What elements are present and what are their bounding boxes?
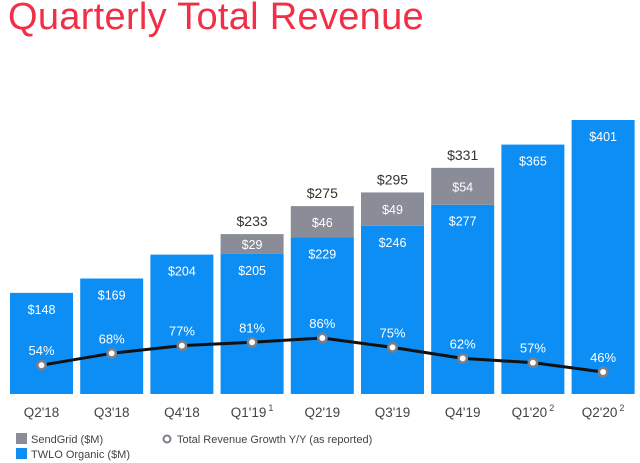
- growth-value-label: 75%: [379, 325, 405, 340]
- organic-value-label: $401: [589, 130, 617, 144]
- x-tick-label: Q4'19: [445, 405, 481, 420]
- bars-layer: [10, 120, 635, 394]
- growth-value-label: 81%: [239, 320, 265, 335]
- growth-point: [246, 336, 258, 348]
- bar-sendgrid-5: [361, 192, 424, 226]
- organic-value-label: $365: [519, 155, 547, 169]
- bar-organic-8: [571, 120, 635, 394]
- bar-organic-0: [10, 292, 73, 394]
- growth-value-label: 68%: [99, 331, 125, 346]
- tick-superscript: 2: [549, 403, 554, 413]
- growth-value-label: 54%: [28, 343, 54, 358]
- growth-value-label: 86%: [309, 316, 335, 331]
- legend-marker-growth: [162, 434, 172, 444]
- tick-superscript: 2: [619, 403, 624, 413]
- sendgrid-value-label: $54: [452, 180, 473, 194]
- total-value-label: $295: [377, 171, 408, 187]
- bar-organic-2: [150, 254, 214, 394]
- x-tick-label: Q1'20 2: [512, 403, 555, 420]
- legend-label-organic: TWLO Organic ($M): [31, 449, 130, 461]
- growth-point: [316, 332, 328, 344]
- x-tick-label: Q2'18: [24, 405, 60, 420]
- bar-organic-5: [361, 225, 424, 394]
- x-tick-label: Q2'19: [304, 405, 340, 420]
- legend-swatch-organic: [16, 448, 27, 459]
- x-tick-label: Q3'19: [375, 405, 411, 420]
- bar-sendgrid-4: [290, 206, 354, 238]
- growth-value-label: 77%: [169, 324, 195, 339]
- legend: SendGrid ($M) TWLO Organic ($M) Total Reve…: [16, 433, 372, 461]
- growth-point: [387, 341, 398, 353]
- growth-value-label: 57%: [520, 341, 546, 356]
- bar-organic-1: [80, 278, 144, 394]
- bar-organic-6: [431, 204, 495, 394]
- bar-organic-4: [290, 237, 354, 394]
- sendgrid-value-label: $46: [312, 216, 333, 230]
- legend-label-growth: Total Revenue Growth Y/Y (as reported): [177, 434, 372, 446]
- growth-value-label: 62%: [450, 336, 476, 351]
- bar-organic-7: [501, 144, 565, 394]
- organic-value-label: $169: [98, 289, 126, 303]
- growth-point: [597, 366, 609, 378]
- growth-line-layer: [36, 332, 609, 378]
- growth-point: [176, 340, 188, 352]
- bar-sendgrid-3: [220, 234, 284, 254]
- tick-superscript: 1: [268, 403, 273, 413]
- total-value-label: $331: [447, 147, 478, 163]
- x-tick-label: Q3'18: [94, 405, 130, 420]
- growth-point: [36, 359, 47, 371]
- bar-organic-3: [220, 253, 284, 394]
- x-tick-label: Q4'18: [164, 405, 200, 420]
- growth-value-label: 46%: [590, 350, 616, 365]
- chart-title: Quarterly Total Revenue: [8, 0, 424, 38]
- organic-value-label: $229: [308, 248, 336, 262]
- labels-layer: $148 54% $169 68% $204 77% $29 $205 $233 81% $46 $2…: [28, 130, 617, 365]
- growth-point: [457, 352, 469, 364]
- legend-swatch-sendgrid: [16, 433, 27, 444]
- sendgrid-value-label: $49: [382, 203, 403, 217]
- bar-sendgrid-6: [431, 167, 495, 205]
- growth-point: [527, 357, 539, 369]
- growth-point: [106, 347, 118, 359]
- legend-label-sendgrid: SendGrid ($M): [31, 434, 103, 446]
- organic-value-label: $204: [168, 265, 196, 279]
- sendgrid-value-label: $29: [242, 238, 263, 252]
- organic-value-label: $205: [238, 264, 266, 278]
- organic-value-label: $246: [379, 236, 407, 250]
- total-value-label: $233: [237, 213, 268, 229]
- x-tick-label: Q2'20 2: [582, 403, 625, 420]
- total-value-label: $275: [307, 185, 338, 201]
- x-tick-label: Q1'19 1: [231, 403, 274, 420]
- organic-value-label: $277: [449, 215, 477, 229]
- organic-value-label: $148: [28, 303, 56, 317]
- x-axis: Q2'18 Q3'18 Q4'18 Q1'19 1 Q2'19 Q3'19 Q4'19 Q1'2…: [24, 403, 625, 420]
